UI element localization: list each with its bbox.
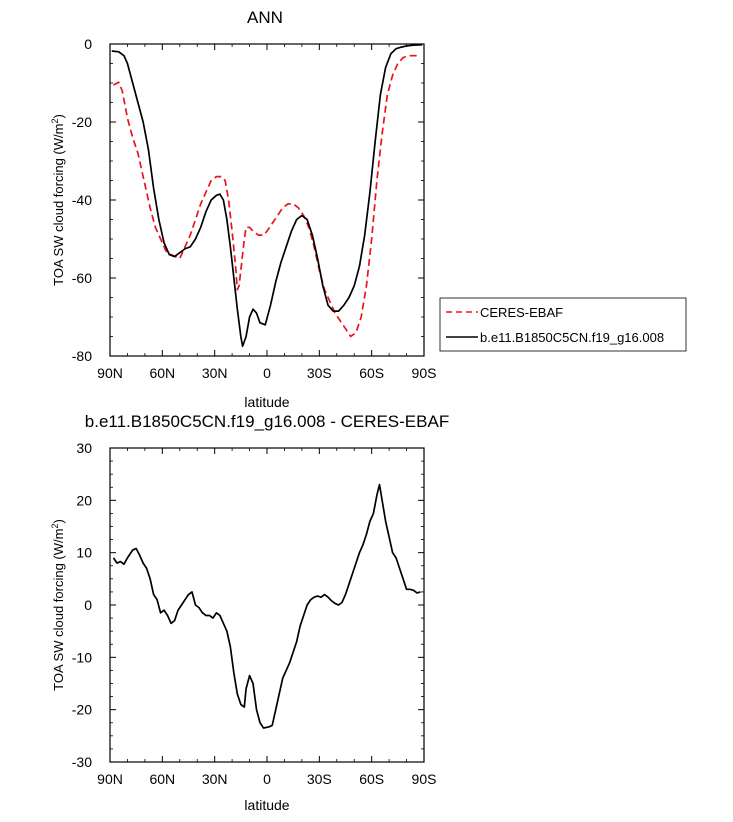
- top-panel: ANN 90N 60N 30N 0 30S 60S 90S 0 -20 -40 -60 -80 lat…: [50, 8, 687, 410]
- top-y-tick-label: -60: [72, 270, 92, 286]
- bottom-x-tick-label: 90N: [97, 771, 123, 787]
- bottom-y-tick-label: -30: [72, 754, 92, 770]
- top-x-tick-label: 0: [263, 365, 271, 381]
- bottom-x-tick-label: 90S: [412, 771, 437, 787]
- bottom-y-axis-label: TOA SW cloud forcing (W/m2): [50, 519, 66, 691]
- top-y-tick-label: -80: [72, 348, 92, 364]
- top-y-tick-label: 0: [84, 36, 92, 52]
- top-chart-title: ANN: [247, 8, 283, 27]
- top-x-tick-label: 30S: [307, 365, 332, 381]
- legend-box: [439, 297, 687, 352]
- bottom-x-tick-label: 0: [263, 771, 271, 787]
- top-x-tick-label: 90N: [97, 365, 123, 381]
- bottom-y-tick-label: 0: [84, 597, 92, 613]
- top-x-tick-label: 90S: [412, 365, 437, 381]
- bottom-x-tick-label: 60N: [149, 771, 175, 787]
- bottom-y-tick-label: -20: [72, 702, 92, 718]
- top-y-tick-label: -20: [72, 114, 92, 130]
- bottom-series-line-0: [112, 483, 421, 729]
- bottom-x-axis-label: latitude: [244, 797, 289, 813]
- top-x-tick-label: 30N: [202, 365, 228, 381]
- legend: CERES-EBAF b.e11.B1850C5CN.f19_g16.008: [439, 297, 687, 352]
- top-y-axis-label: TOA SW cloud forcing (W/m2): [50, 114, 66, 286]
- top-x-tick-label: 60N: [149, 365, 175, 381]
- top-plot-frame: [109, 43, 425, 357]
- bottom-panel: b.e11.B1850C5CN.f19_g16.008 - CERES-EBAF…: [50, 412, 449, 813]
- bottom-x-tick-label: 30S: [307, 771, 332, 787]
- bottom-y-tick-label: -10: [72, 649, 92, 665]
- bottom-y-tick-label: 30: [76, 440, 92, 456]
- top-y-tick-label: -40: [72, 192, 92, 208]
- bottom-chart-title: b.e11.B1850C5CN.f19_g16.008 - CERES-EBAF: [85, 412, 449, 431]
- top-series-line-0: [113, 54, 421, 338]
- legend-label-obs: CERES-EBAF: [480, 305, 563, 320]
- bottom-y-tick-label: 20: [76, 492, 92, 508]
- legend-label-model: b.e11.B1850C5CN.f19_g16.008: [480, 330, 664, 345]
- top-x-tick-label: 60S: [359, 365, 384, 381]
- bottom-x-tick-label: 60S: [359, 771, 384, 787]
- top-series-line-1: [111, 43, 423, 348]
- top-x-axis-label: latitude: [244, 394, 289, 410]
- bottom-y-tick-label: 10: [76, 545, 92, 561]
- bottom-x-tick-label: 30N: [202, 771, 228, 787]
